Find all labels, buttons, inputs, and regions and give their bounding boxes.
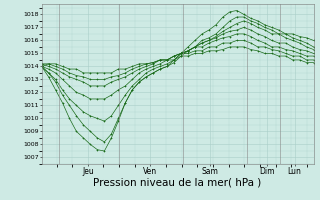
X-axis label: Pression niveau de la mer( hPa ): Pression niveau de la mer( hPa ) (93, 178, 262, 188)
